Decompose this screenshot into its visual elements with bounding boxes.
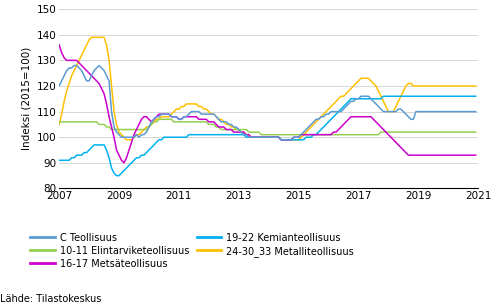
Text: Lähde: Tilastokeskus: Lähde: Tilastokeskus [0,294,102,304]
Legend: C Teollisuus, 10-11 Elintarviketeollisuus, 16-17 Metsäteollisuus, 19-22 Kemiante: C Teollisuus, 10-11 Elintarviketeollisuu… [31,233,354,269]
Y-axis label: Indeksi (2015=100): Indeksi (2015=100) [21,47,31,150]
